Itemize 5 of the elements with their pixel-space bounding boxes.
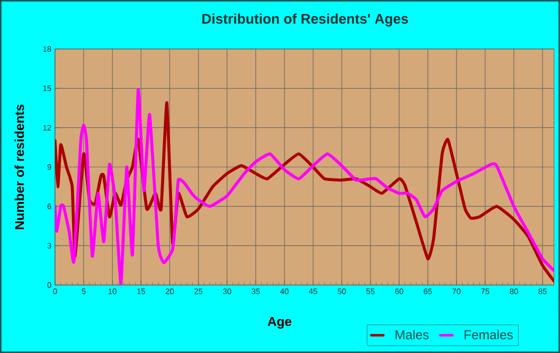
legend-label: Females [464, 330, 513, 340]
x-axis-title: Age [268, 317, 292, 329]
y-axis-title: Number of residents [14, 104, 24, 230]
legend-label: Males [396, 330, 429, 340]
chart-title: Distribution of Residents' Ages [202, 13, 408, 27]
